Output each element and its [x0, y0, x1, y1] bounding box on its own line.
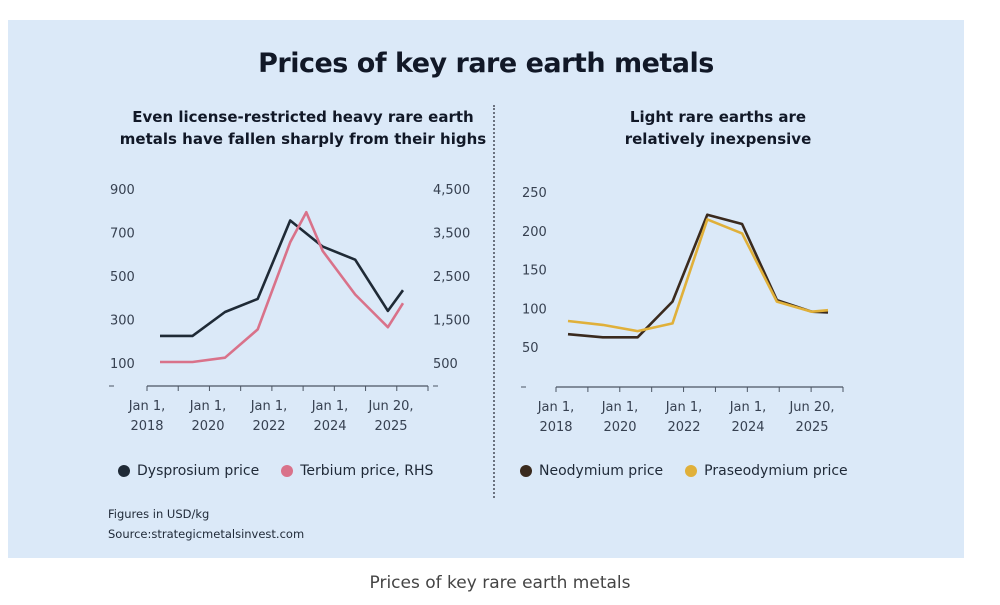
x-axis-tick-label: Jan 1, — [250, 399, 288, 414]
y-axis-left-tick-label: 100 — [110, 357, 135, 372]
y-axis-left-tick-label: 700 — [110, 227, 135, 242]
x-axis-tick-label: 2018 — [539, 420, 572, 435]
right-subtitle-line-2: relatively inexpensive — [624, 130, 812, 148]
light-rare-earth-chart: 250 200 150 100 50 Jan 1, 2018 Jan 1, 2020 Jan 1,… — [521, 186, 844, 435]
y-axis-left-tick-label: 300 — [110, 314, 135, 329]
x-axis-tick-label: Jun 20, — [367, 399, 413, 414]
y-axis-left-tick-label: 200 — [522, 225, 547, 240]
terbium-legend-label: Terbium price, RHS — [300, 463, 434, 479]
x-axis-tick-label: Jan 1, — [601, 400, 639, 415]
y-axis-right-tick-label: 2,500 — [433, 270, 470, 285]
y-axis-left-tick-label: 500 — [110, 270, 135, 285]
units-note: Figures in USD/kg — [108, 507, 210, 521]
right-subtitle-line-1: Light rare earths are — [629, 108, 807, 126]
heavy-rare-earth-chart: 900 700 500 300 100 4,500 3,500 2,500 1,500 500 Ja… — [109, 183, 470, 434]
dysprosium-legend-label: Dysprosium price — [137, 463, 260, 479]
neodymium-legend-label: Neodymium price — [539, 463, 664, 479]
terbium-legend-dot — [281, 465, 294, 477]
x-axis-tick-label: 2024 — [313, 419, 346, 434]
chart-figure: Prices of key rare earth metals Even lic… — [8, 20, 964, 558]
dysprosium-legend-dot — [118, 465, 130, 477]
praseodymium-legend-label: Praseodymium price — [704, 463, 848, 479]
left-chart-subtitle: Even license-restricted heavy rare earth… — [98, 106, 508, 150]
x-axis-tick-label: Jan 1, — [537, 400, 575, 415]
y-axis-left-tick-label: 150 — [522, 264, 547, 279]
y-axis-left-tick-label: 900 — [110, 183, 135, 198]
x-axis-tick-label: Jan 1, — [665, 400, 703, 415]
y-axis-right-tick-label: 1,500 — [433, 314, 470, 329]
right-chart-subtitle: Light rare earths are relatively inexpen… — [548, 106, 888, 150]
neodymium-price-line — [567, 213, 829, 339]
x-axis-tick-label: Jan 1, — [311, 399, 349, 414]
x-axis-tick-label: 2025 — [374, 419, 407, 434]
x-axis-tick-label: Jan 1, — [729, 400, 767, 415]
y-axis-left-tick-label: 50 — [522, 341, 539, 356]
x-axis-tick-label: 2022 — [667, 420, 700, 435]
left-subtitle-line-1: Even license-restricted heavy rare earth — [132, 108, 474, 126]
right-legend: Neodymium price Praseodymium price — [520, 463, 870, 479]
chart-title: Prices of key rare earth metals — [258, 48, 714, 79]
praseodymium-price-line — [567, 218, 829, 333]
terbium-price-rhs-line — [160, 210, 405, 364]
x-axis-tick-label: 2025 — [795, 420, 828, 435]
x-axis-tick-label: 2024 — [731, 420, 764, 435]
x-axis-tick-label: Jun 20, — [788, 400, 834, 415]
x-axis-tick-label: Jan 1, — [189, 399, 227, 414]
source-text: Source:strategicmetalsinvest.com — [108, 527, 305, 541]
dysprosium-price-line — [160, 219, 405, 338]
x-axis-tick-label: 2020 — [603, 420, 636, 435]
neodymium-legend-dot — [520, 465, 532, 477]
y-axis-left-tick-label: 100 — [522, 302, 547, 317]
y-axis-right-tick-label: 4,500 — [433, 183, 470, 198]
left-subtitle-line-2: metals have fallen sharply from their hi… — [119, 130, 487, 148]
y-axis-right-tick-label: 500 — [433, 357, 458, 372]
praseodymium-legend-dot — [685, 465, 698, 477]
x-axis-tick-label: 2022 — [252, 419, 285, 434]
y-axis-right-tick-label: 3,500 — [433, 227, 470, 242]
figure-caption: Prices of key rare earth metals — [369, 573, 631, 593]
x-axis-tick-label: 2020 — [191, 419, 224, 434]
x-axis-tick-label: 2018 — [130, 419, 163, 434]
source-note: Figures in USD/kg Source:strategicmetals… — [108, 504, 304, 544]
y-axis-left-tick-label: 250 — [522, 186, 547, 201]
x-axis-tick-label: Jan 1, — [128, 399, 166, 414]
left-legend: Dysprosium price Terbium price, RHS — [118, 463, 455, 479]
panel-divider — [493, 105, 495, 498]
